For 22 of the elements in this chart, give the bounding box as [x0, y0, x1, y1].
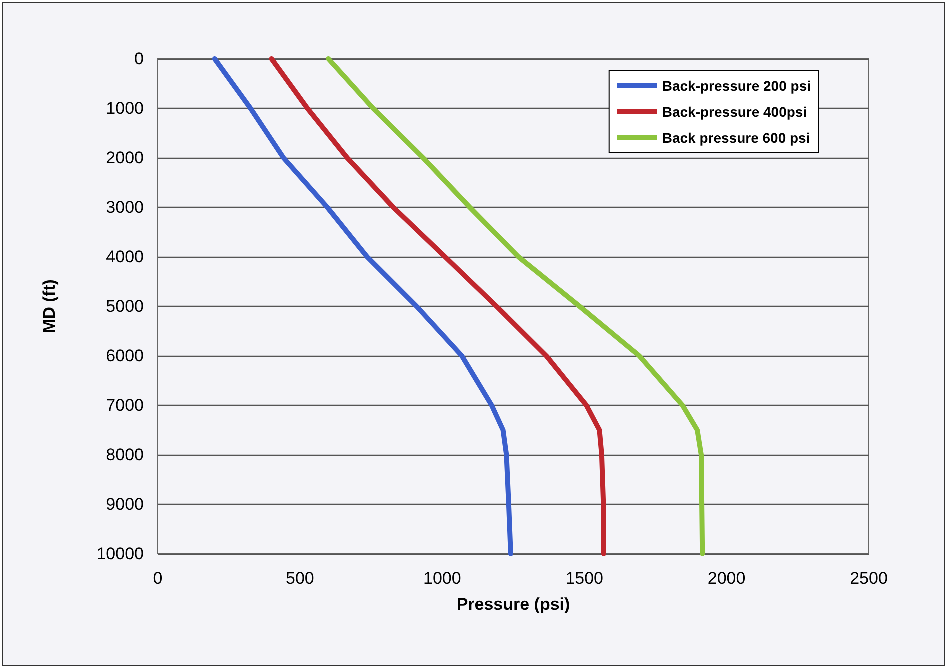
legend-label: Back pressure 600 psi — [662, 130, 810, 146]
y-tick-label: 2000 — [106, 148, 144, 168]
y-tick-label: 10000 — [96, 544, 144, 564]
y-tick-label: 0 — [134, 50, 144, 68]
legend-label: Back-pressure 200 psi — [662, 78, 811, 94]
y-tick-label: 3000 — [106, 198, 144, 217]
x-tick-label: 0 — [153, 569, 163, 588]
y-tick-label: 8000 — [106, 446, 144, 464]
x-axis-title: Pressure (psi) — [456, 595, 570, 614]
y-tick-label: 9000 — [106, 495, 144, 514]
x-tick-label: 2000 — [708, 569, 746, 588]
y-tick-label: 7000 — [106, 396, 144, 415]
y-tick-label: 6000 — [106, 346, 144, 366]
y-axis-title: MD (ft) — [40, 280, 59, 334]
y-tick-label: 4000 — [106, 248, 144, 266]
x-tick-label: 500 — [286, 569, 314, 588]
y-tick-label: 5000 — [106, 297, 144, 316]
x-tick-label: 2500 — [850, 569, 888, 588]
y-tick-label: 1000 — [106, 99, 144, 118]
legend-label: Back-pressure 400psi — [662, 104, 808, 120]
x-tick-label: 1500 — [566, 569, 604, 588]
x-tick-label: 1000 — [423, 569, 462, 588]
